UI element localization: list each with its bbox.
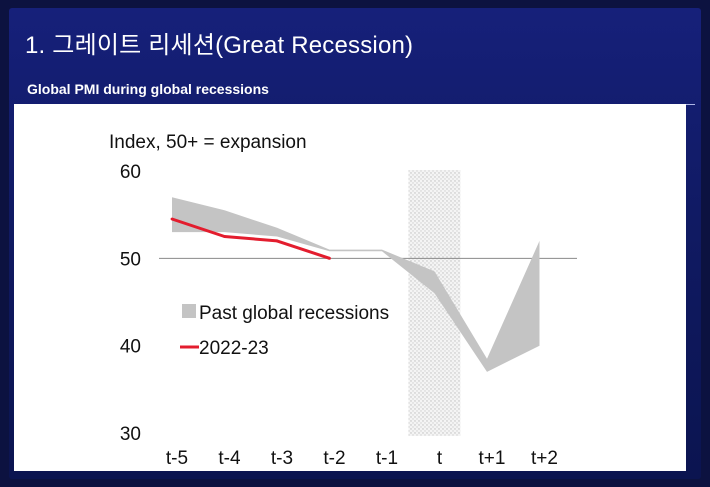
legend-label-2022-23: 2022-23 [199, 338, 269, 359]
past-recessions-band [172, 197, 540, 372]
slide-title: 1. 그레이트 리세션(Great Recession) [25, 32, 414, 59]
x-tick-label: t-3 [271, 448, 293, 469]
y-tick-label: 60 [120, 162, 141, 183]
point-2022-23-t-2 [328, 256, 331, 260]
y-axis-label: Index, 50+ = expansion [109, 132, 307, 153]
x-tick-label: t [437, 448, 443, 469]
pmi-chart: Index, 50+ = expansion 60 50 40 30 t-5 t-4 t-… [109, 132, 577, 469]
x-tick-label: t+2 [531, 448, 558, 469]
point-2022-23-t-3 [275, 239, 279, 243]
x-tick-label: t+1 [479, 448, 506, 469]
x-tick-label: t-4 [218, 448, 241, 469]
x-tick-label: t-2 [323, 448, 345, 469]
chart-subtitle: Global PMI during global recessions [27, 81, 269, 97]
x-tick-label: t-1 [376, 448, 398, 469]
point-2022-23-t-4 [223, 235, 226, 238]
point-2022-23-t-5 [170, 217, 174, 221]
legend-swatch-past [182, 304, 196, 318]
x-tick-label: t-5 [166, 448, 188, 469]
legend-label-past: Past global recessions [199, 303, 389, 324]
y-tick-label: 50 [120, 249, 141, 270]
series-line-2022-23 [171, 217, 330, 260]
y-tick-label: 40 [120, 337, 141, 358]
y-tick-label: 30 [120, 424, 141, 445]
chart-panel: Index, 50+ = expansion 60 50 40 30 t-5 t-4 t-… [14, 104, 686, 471]
